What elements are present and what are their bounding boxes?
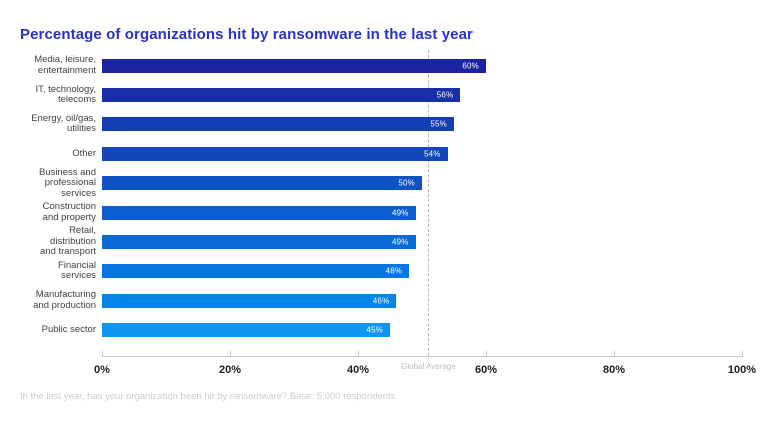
bar-track: 55% <box>102 110 742 139</box>
category-label: Manufacturing and production <box>33 289 96 311</box>
bar-row: Media, leisure, entertainment 60% <box>0 51 742 80</box>
bar: 55% <box>102 117 454 132</box>
bar-value-label: 46% <box>372 296 390 306</box>
bar-value-label: 60% <box>462 61 479 71</box>
category-label: Financial services <box>57 259 96 282</box>
bar: 56% <box>102 88 461 103</box>
global-average-label: Global Average <box>401 362 456 371</box>
bar-track: 49% <box>102 227 742 256</box>
bar-track: 45% <box>102 316 742 345</box>
bar-value-label: 49% <box>391 237 409 247</box>
category-label: Media, leisure, entertainment <box>34 54 96 76</box>
bar: 49% <box>102 235 416 250</box>
category-label: Energy, oil/gas, utilities <box>31 112 96 135</box>
bar-row: Energy, oil/gas, utilities 55% <box>0 110 742 139</box>
bar: 60% <box>102 58 486 73</box>
bar-row: Retail, distribution and transport 49% <box>0 225 742 258</box>
bar-track: 49% <box>102 198 742 227</box>
bar-row: IT, technology, telecoms 56% <box>0 80 742 109</box>
survey-question-footnote: In the last year, has your organization … <box>20 391 399 402</box>
axis-tick <box>102 351 103 357</box>
axis-tick-label: 20% <box>218 364 242 376</box>
bar: 54% <box>102 146 448 161</box>
bar-row: Construction and property 49% <box>0 198 742 227</box>
bar-row: Manufacturing and production 46% <box>0 286 742 315</box>
bar: 48% <box>102 264 410 279</box>
bar: 46% <box>102 293 397 308</box>
bar-track: 46% <box>102 286 742 315</box>
axis-tick <box>230 351 231 357</box>
category-label: Construction and property <box>42 201 96 223</box>
axis-tick <box>486 351 487 357</box>
bar-value-label: 55% <box>430 119 447 129</box>
bar-value-label: 48% <box>385 266 403 276</box>
chart-title: Percentage of organizations hit by ranso… <box>20 26 473 43</box>
axis-tick-label: 80% <box>602 364 626 376</box>
category-label: Other <box>72 147 96 159</box>
bar-value-label: 45% <box>366 325 383 335</box>
bar-track: 60% <box>102 51 742 80</box>
bar-track: 54% <box>102 139 742 168</box>
category-label: Retail, distribution and transport <box>40 225 96 258</box>
category-label: Business and professional services <box>38 166 96 199</box>
bar: 49% <box>102 205 416 220</box>
bar: 50% <box>102 176 422 191</box>
bar-value-label: 50% <box>398 178 415 188</box>
bar-row: Other 54% <box>0 139 742 168</box>
axis-tick-label: 40% <box>346 364 370 376</box>
global-average-line <box>428 50 430 356</box>
axis-tick-label: 100% <box>727 364 757 376</box>
bar-row: Business and professional services 50% <box>0 166 742 199</box>
axis-tick-label: 60% <box>474 364 498 376</box>
axis-tick <box>358 351 359 357</box>
bar-value-label: 54% <box>423 149 441 159</box>
x-axis: 0% 20% 40% 60% 80% 100% Global Average <box>94 351 756 376</box>
axis-tick <box>742 351 743 357</box>
category-label: Public sector <box>41 323 96 335</box>
bar-track: 56% <box>102 80 742 109</box>
bar-track: 50% <box>102 169 742 198</box>
bar: 45% <box>102 323 390 338</box>
bar-row: Public sector 45% <box>0 316 742 345</box>
axis-tick <box>614 351 615 357</box>
bar-row: Financial services 48% <box>0 257 742 286</box>
axis-tick-label: 0% <box>94 364 110 376</box>
category-label: IT, technology, telecoms <box>35 83 96 106</box>
bar-rows: Media, leisure, entertainment 60% IT, tech… <box>0 51 742 345</box>
bar-value-label: 56% <box>436 90 454 100</box>
bar-track: 48% <box>102 257 742 286</box>
bar-value-label: 49% <box>391 208 409 218</box>
